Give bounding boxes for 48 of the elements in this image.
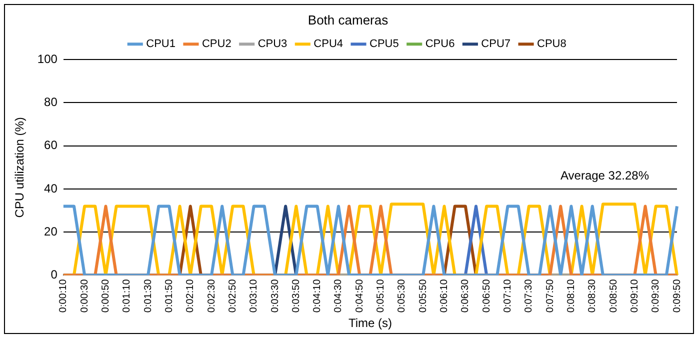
x-tick-label: 0:09:10 [629,278,640,313]
x-tick-label: 0:07:30 [524,278,535,313]
annotation: Average 32.28% [560,168,650,182]
y-tick-label: 0 [50,268,58,282]
x-tick-label: 0:04:10 [312,278,324,313]
x-tick-label: 0:00:50 [100,278,112,313]
x-axis-title: Time (s) [348,316,392,330]
x-tick-label: 0:05:50 [418,278,429,313]
legend-label: CPU7 [481,38,511,50]
x-tick-label: 0:05:10 [376,278,387,313]
x-tick-label: 0:08:30 [587,278,598,313]
legend-label: CPU4 [314,38,343,50]
x-tick-label: 0:06:30 [460,278,472,313]
y-axis-title: CPU utilization (%) [12,117,27,218]
legend-label: CPU1 [146,38,176,50]
y-tick-label: 40 [44,181,58,196]
x-tick-label: 0:04:30 [333,278,344,313]
x-tick-label: 0:02:10 [185,278,196,313]
legend-label: CPU6 [425,38,455,50]
x-tick-label: 0:01:30 [142,278,154,313]
x-tick-label: 0:08:50 [608,278,620,313]
x-tick-label: 0:03:30 [270,278,281,313]
x-tick-label: 0:01:50 [164,278,175,313]
x-tick-label: 0:08:10 [566,278,577,313]
x-tick-label: 0:00:10 [58,278,70,313]
legend-label: CPU2 [202,38,232,50]
x-tick-label: 0:09:50 [672,278,683,313]
x-tick-label: 0:03:10 [248,278,260,313]
legend-label: CPU8 [537,38,566,50]
x-tick-label: 0:05:30 [396,278,408,313]
legend-label: CPU3 [258,38,288,50]
x-tick-label: 0:03:50 [290,278,302,313]
y-tick-label: 100 [37,52,58,66]
x-tick-label: 0:02:30 [206,278,218,313]
legend-label: CPU5 [370,38,399,50]
x-tick-label: 0:07:50 [544,278,556,313]
x-tick-label: 0:01:10 [122,278,133,313]
x-tick-label: 0:09:30 [650,278,662,313]
x-tick-label: 0:02:50 [227,278,238,313]
x-tick-label: 0:07:10 [502,278,514,313]
y-tick-label: 20 [44,224,58,238]
y-tick-label: 60 [44,138,58,152]
x-tick-label: 0:04:50 [354,278,366,313]
x-tick-label: 0:06:10 [439,278,450,313]
x-tick-label: 0:00:30 [79,278,90,313]
chart-title: Both cameras [308,12,389,28]
x-tick-label: 0:06:50 [481,278,492,313]
y-tick-label: 80 [44,95,58,110]
